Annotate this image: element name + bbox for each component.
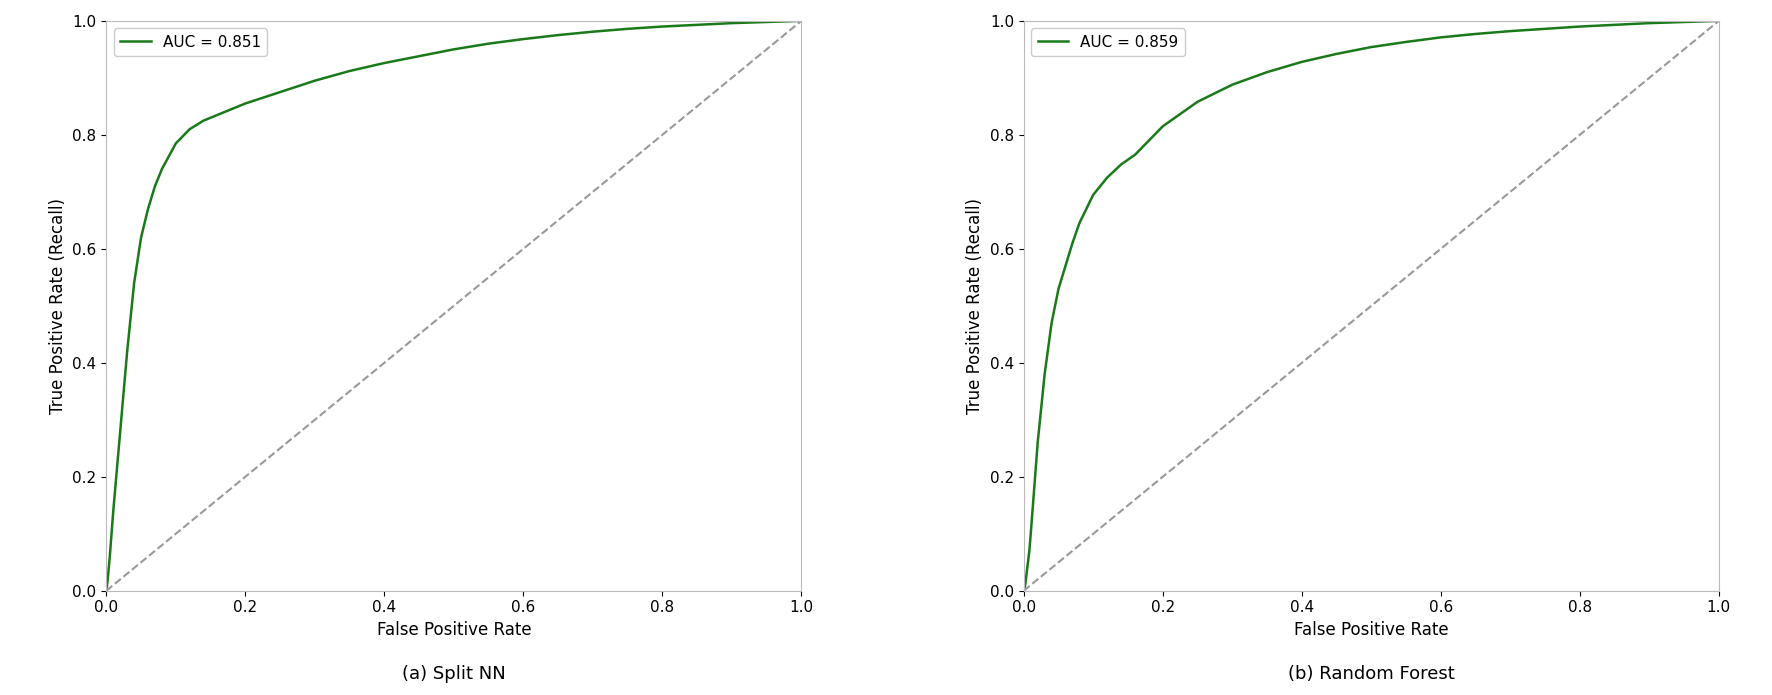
AUC = 0.859 <box>1465 30 1487 38</box>
AUC = 0.851 <box>179 125 200 133</box>
AUC = 0.851 <box>721 19 742 27</box>
AUC = 0.859 <box>1024 484 1045 492</box>
AUC = 0.859 <box>1021 530 1042 538</box>
AUC = 0.859 <box>1015 581 1037 589</box>
AUC = 0.851 <box>193 116 214 125</box>
Y-axis label: True Positive Rate (Recall): True Positive Rate (Recall) <box>966 198 983 414</box>
AUC = 0.851 <box>409 52 431 60</box>
AUC = 0.859 <box>1361 43 1382 51</box>
AUC = 0.859 <box>1138 136 1159 145</box>
AUC = 0.859 <box>1708 17 1729 25</box>
AUC = 0.859 <box>1499 27 1520 35</box>
X-axis label: False Positive Rate: False Positive Rate <box>376 621 532 639</box>
AUC = 0.851 <box>110 427 131 435</box>
AUC = 0.859 <box>1187 97 1209 106</box>
Y-axis label: True Positive Rate (Recall): True Positive Rate (Recall) <box>50 198 67 414</box>
AUC = 0.859 <box>1061 239 1083 247</box>
AUC = 0.859 <box>1535 24 1556 33</box>
AUC = 0.851 <box>338 67 360 75</box>
AUC = 0.859 <box>1047 284 1069 293</box>
AUC = 0.859 <box>1673 18 1694 26</box>
AUC = 0.859 <box>1069 219 1090 227</box>
AUC = 0.851 <box>305 76 326 85</box>
AUC = 0.851 <box>103 507 124 515</box>
AUC = 0.851 <box>512 35 533 43</box>
Line: AUC = 0.851: AUC = 0.851 <box>106 21 801 591</box>
AUC = 0.851 <box>478 40 500 48</box>
AUC = 0.859 <box>1570 22 1591 31</box>
AUC = 0.851 <box>124 279 145 287</box>
Text: (a) Split NN: (a) Split NN <box>402 665 505 682</box>
X-axis label: False Positive Rate: False Positive Rate <box>1294 621 1449 639</box>
AUC = 0.851 <box>583 28 604 36</box>
AUC = 0.859 <box>1111 161 1132 169</box>
Line: AUC = 0.859: AUC = 0.859 <box>1024 21 1719 591</box>
Legend: AUC = 0.859: AUC = 0.859 <box>1031 28 1185 56</box>
AUC = 0.851 <box>234 99 255 108</box>
AUC = 0.859 <box>1256 68 1278 76</box>
AUC = 0.851 <box>97 575 119 584</box>
AUC = 0.859 <box>1019 547 1040 555</box>
AUC = 0.859 <box>1028 439 1049 447</box>
AUC = 0.859 <box>1076 205 1097 213</box>
AUC = 0.851 <box>248 95 269 103</box>
AUC = 0.859 <box>1125 151 1146 159</box>
AUC = 0.859 <box>1604 21 1625 29</box>
AUC = 0.851 <box>790 17 812 25</box>
AUC = 0.859 <box>1040 319 1061 327</box>
AUC = 0.851 <box>165 139 186 147</box>
AUC = 0.859 <box>1097 173 1118 181</box>
AUC = 0.851 <box>144 182 165 190</box>
AUC = 0.859 <box>1292 58 1313 66</box>
AUC = 0.851 <box>652 22 673 31</box>
AUC = 0.859 <box>1014 587 1035 595</box>
AUC = 0.851 <box>757 18 778 26</box>
AUC = 0.859 <box>1325 50 1347 58</box>
Legend: AUC = 0.851: AUC = 0.851 <box>113 28 268 56</box>
AUC = 0.851 <box>686 21 707 29</box>
AUC = 0.851 <box>151 165 172 173</box>
AUC = 0.859 <box>1017 564 1038 572</box>
AUC = 0.851 <box>117 348 138 356</box>
AUC = 0.851 <box>443 45 464 54</box>
AUC = 0.851 <box>99 553 120 561</box>
AUC = 0.851 <box>207 111 229 119</box>
AUC = 0.851 <box>96 587 117 595</box>
Text: (b) Random Forest: (b) Random Forest <box>1288 665 1455 682</box>
AUC = 0.851 <box>269 88 291 96</box>
AUC = 0.851 <box>548 31 569 40</box>
AUC = 0.859 <box>1152 122 1173 131</box>
AUC = 0.859 <box>1395 38 1416 46</box>
AUC = 0.859 <box>1221 81 1242 89</box>
AUC = 0.859 <box>1054 262 1076 270</box>
AUC = 0.851 <box>138 205 159 213</box>
AUC = 0.851 <box>222 105 243 113</box>
AUC = 0.859 <box>1639 19 1660 27</box>
AUC = 0.851 <box>131 234 152 242</box>
AUC = 0.859 <box>1430 33 1451 42</box>
AUC = 0.859 <box>1035 370 1056 378</box>
AUC = 0.851 <box>617 24 638 33</box>
AUC = 0.851 <box>374 59 395 67</box>
AUC = 0.859 <box>1083 190 1104 199</box>
